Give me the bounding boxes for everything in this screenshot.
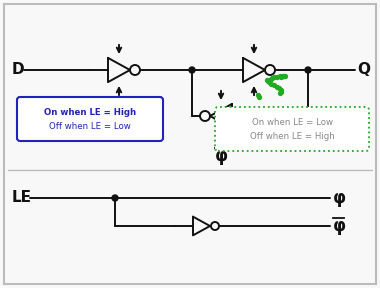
- Text: LE: LE: [12, 190, 32, 206]
- Circle shape: [189, 67, 195, 73]
- FancyBboxPatch shape: [4, 4, 376, 284]
- Text: φ: φ: [333, 217, 346, 235]
- FancyBboxPatch shape: [215, 107, 369, 151]
- FancyBboxPatch shape: [17, 97, 163, 141]
- Text: φ: φ: [114, 99, 128, 117]
- Text: On when LE = Low: On when LE = Low: [252, 118, 332, 127]
- Text: Off when LE = High: Off when LE = High: [250, 132, 334, 141]
- Text: φ: φ: [214, 147, 228, 165]
- Text: Q: Q: [357, 62, 370, 77]
- Circle shape: [112, 195, 118, 201]
- Text: φ: φ: [333, 189, 346, 207]
- Circle shape: [305, 67, 311, 73]
- Text: On when LE = High: On when LE = High: [44, 108, 136, 117]
- Text: Off when LE = Low: Off when LE = Low: [49, 122, 131, 131]
- Text: D: D: [12, 62, 25, 77]
